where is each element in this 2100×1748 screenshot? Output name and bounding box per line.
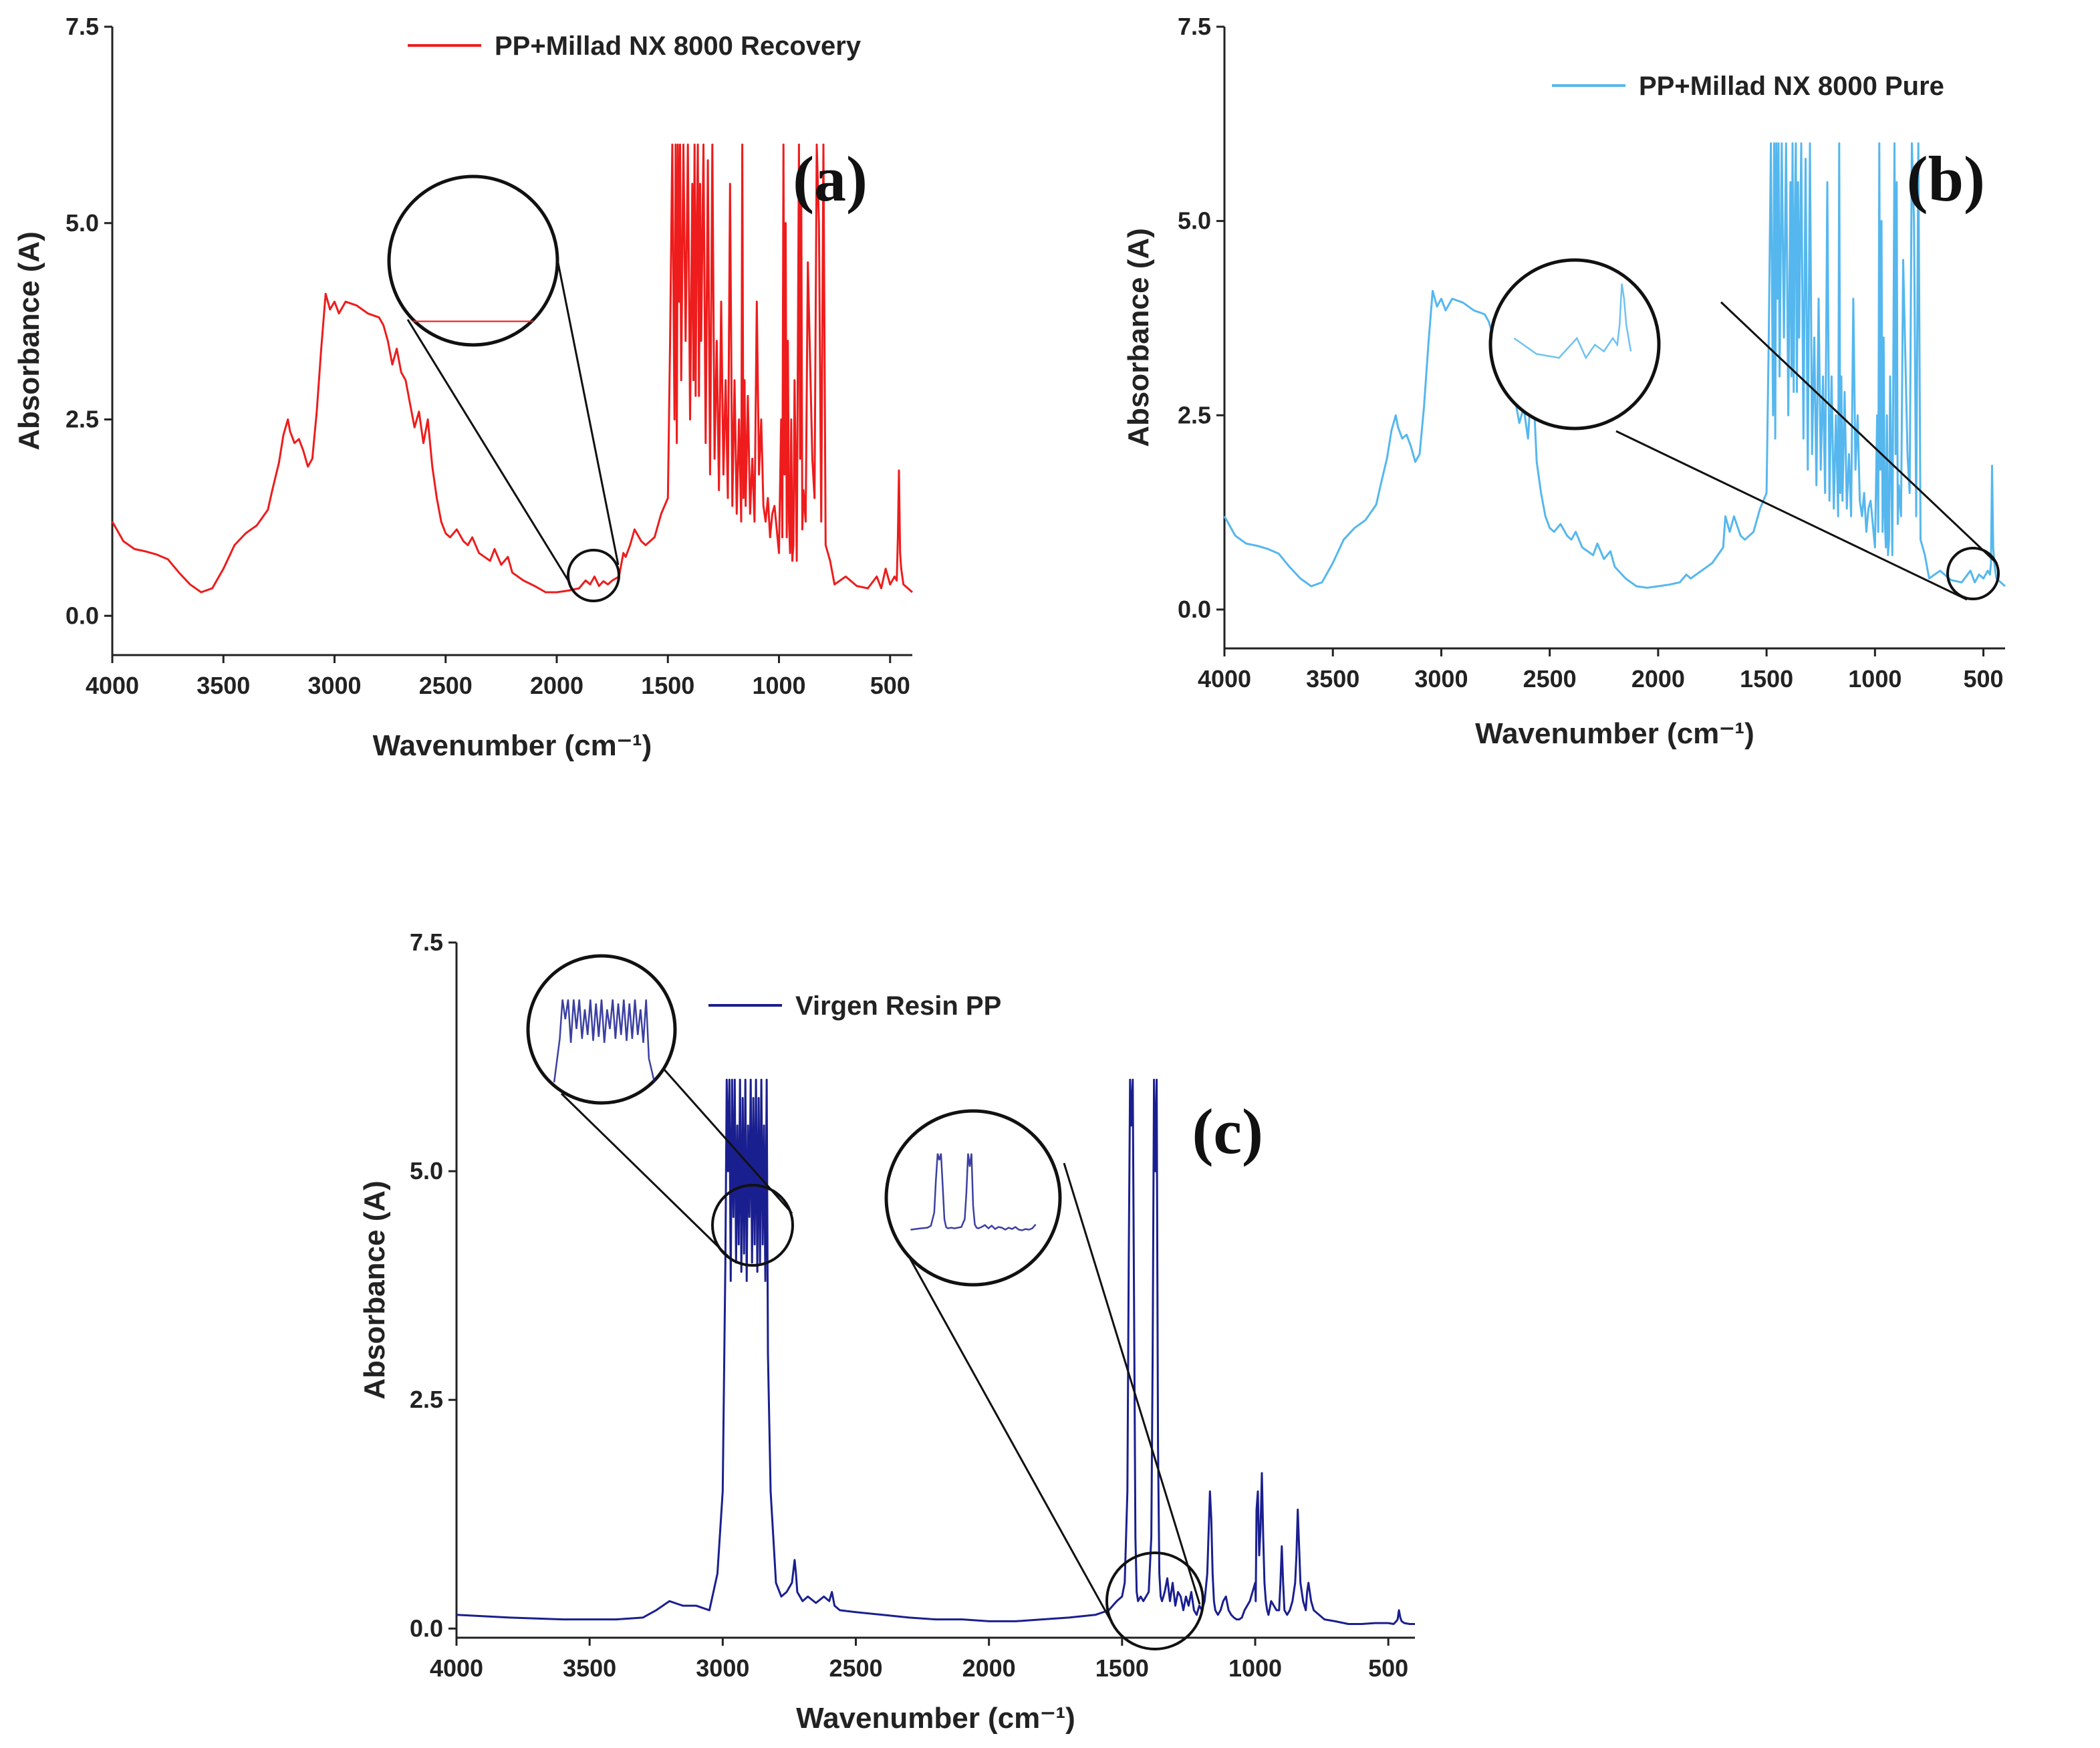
y-axis-title: Absorbance (A) (1122, 228, 1155, 447)
x-tick-label: 2500 (419, 672, 473, 699)
y-tick-label: 7.5 (1178, 13, 1211, 40)
y-tick-label: 7.5 (65, 13, 99, 40)
x-tick-label: 1000 (1228, 1654, 1282, 1682)
x-tick-label: 4000 (1198, 665, 1251, 693)
y-tick-label: 7.5 (410, 928, 443, 956)
x-tick-label: 4000 (430, 1654, 483, 1682)
zoom-connector (1720, 301, 1998, 565)
chart-panel-2: 0.0 2.5 5.0 7.5 4000 3500 3000 2500 2000 1500 1000… (1122, 13, 2006, 750)
panel-label: (b) (1907, 143, 1985, 215)
zoom-inset-trace (1513, 283, 1632, 360)
zoom-region (567, 549, 620, 602)
y-tick-label: 0.0 (410, 1614, 443, 1642)
zoom-connector (406, 319, 571, 584)
y-tick-label: 5.0 (65, 209, 99, 237)
x-tick-label: 3500 (1306, 665, 1359, 693)
y-tick-label: 0.0 (1178, 596, 1211, 623)
panel-label: (c) (1192, 1096, 1263, 1167)
panel-label: (a) (793, 143, 868, 215)
x-tick-label: 3000 (1414, 665, 1468, 693)
x-axis-title: Wavenumber (cm⁻¹) (796, 1702, 1075, 1735)
y-axis-title: Absorbance (A) (358, 1180, 391, 1400)
x-tick-label: 2000 (962, 1654, 1016, 1682)
zoom-region (1105, 1551, 1204, 1650)
x-tick-label: 500 (1964, 665, 2004, 693)
x-tick-label: 500 (1368, 1654, 1408, 1682)
x-tick-label: 1000 (752, 672, 805, 699)
y-tick-label: 2.5 (410, 1386, 443, 1413)
x-tick-label: 1500 (641, 672, 694, 699)
x-tick-label: 3500 (196, 672, 250, 699)
zoom-connector (1063, 1162, 1201, 1605)
zoom-connector (1615, 430, 1968, 601)
x-tick-label: 2000 (530, 672, 583, 699)
zoom-inset-trace (910, 1153, 1037, 1231)
x-axis-title: Wavenumber (cm⁻¹) (373, 729, 652, 762)
x-tick-label: 1000 (1848, 665, 1901, 693)
legend-label: Virgen Resin PP (795, 991, 1001, 1021)
y-tick-label: 5.0 (410, 1157, 443, 1184)
x-tick-label: 2000 (1631, 665, 1685, 693)
zoom-inset (387, 174, 559, 347)
x-tick-label: 500 (870, 672, 910, 699)
zoom-region (711, 1184, 794, 1267)
x-tick-label: 4000 (86, 672, 139, 699)
zoom-connector (560, 1092, 730, 1258)
x-tick-label: 3500 (563, 1654, 616, 1682)
y-axis-title: Absorbance (A) (13, 231, 45, 451)
zoom-region (1946, 547, 2000, 600)
zoom-connector (908, 1256, 1114, 1625)
series-line (1223, 142, 2006, 589)
zoom-inset (1488, 258, 1661, 430)
x-tick-label: 3000 (307, 672, 361, 699)
chart-panel-3: 0.0 2.5 5.0 7.5 4000 3500 3000 2500 2000 1500 1000… (358, 928, 1415, 1735)
y-tick-label: 5.0 (1178, 207, 1211, 235)
y-tick-label: 2.5 (1178, 401, 1211, 428)
y-tick-label: 2.5 (65, 406, 99, 433)
chart-panel-1: 0.0 2.5 5.0 7.5 4000 3500 3000 2500 2000 1500 1000… (13, 13, 913, 762)
series-line (456, 1078, 1415, 1625)
x-tick-label: 1500 (1740, 665, 1793, 693)
y-tick-label: 0.0 (65, 602, 99, 629)
x-tick-label: 2500 (829, 1654, 882, 1682)
x-tick-label: 2500 (1523, 665, 1577, 693)
zoom-inset (526, 954, 677, 1105)
legend-label: PP+Millad NX 8000 Pure (1639, 72, 1944, 101)
zoom-connector (555, 252, 620, 566)
x-tick-label: 3000 (696, 1654, 749, 1682)
legend-label: PP+Millad NX 8000 Recovery (495, 31, 862, 61)
x-tick-label: 1500 (1095, 1654, 1149, 1682)
x-axis-title: Wavenumber (cm⁻¹) (1475, 717, 1754, 750)
zoom-inset-trace (553, 999, 656, 1083)
series-line (111, 143, 913, 594)
